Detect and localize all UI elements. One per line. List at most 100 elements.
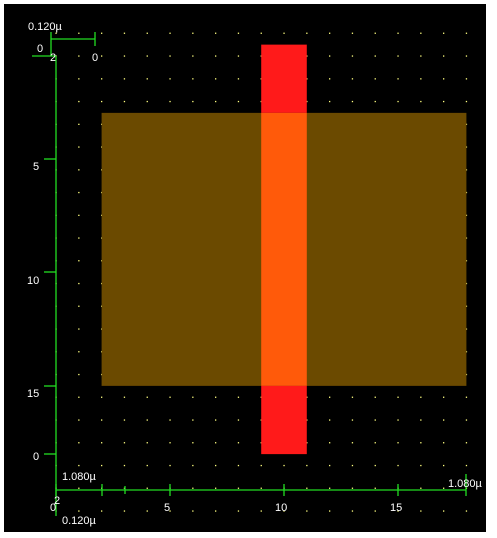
grid-dot	[146, 487, 148, 489]
grid-dot	[465, 260, 468, 262]
grid-dot	[397, 396, 399, 398]
grid-dot	[420, 487, 422, 489]
grid-dot	[374, 396, 376, 398]
grid-dot	[78, 464, 80, 467]
grid-dot	[101, 510, 103, 512]
grid-dot	[465, 305, 468, 307]
grid-dot	[420, 442, 422, 444]
grid-dot	[397, 100, 399, 103]
grid-dot	[329, 419, 331, 421]
grid-dot	[351, 55, 354, 57]
grid-dot	[374, 464, 376, 467]
grid-dot	[123, 100, 126, 103]
grid-dot	[215, 487, 217, 489]
grid-dot	[237, 78, 240, 80]
grid-dot	[329, 487, 331, 489]
grid-dot	[260, 510, 262, 512]
top-scale-label: 0.120µ	[28, 21, 63, 33]
grid-dot	[78, 487, 80, 489]
poly-diffusion-overlap[interactable]	[261, 112, 307, 386]
grid-dot	[465, 442, 468, 444]
grid-dot	[465, 351, 468, 353]
grid-dot	[237, 419, 240, 421]
grid-dot	[260, 464, 262, 467]
grid-dot	[465, 237, 468, 239]
grid-dot	[101, 419, 103, 421]
grid-dot	[169, 32, 171, 34]
grid-dot	[169, 396, 171, 398]
grid-dot	[123, 55, 126, 57]
grid-dot	[192, 487, 194, 489]
grid-dot	[420, 32, 422, 34]
right-scale-label: 1.080µ	[448, 478, 483, 490]
poly-rectangle-top[interactable]	[261, 44, 307, 113]
grid-dot	[215, 396, 217, 398]
grid-dot	[465, 282, 468, 285]
grid-dot	[78, 214, 80, 216]
grid-dot	[78, 78, 80, 80]
grid-dot	[215, 464, 217, 467]
grid-dot	[306, 100, 308, 103]
grid-dot	[420, 55, 422, 57]
grid-dot	[420, 419, 422, 421]
grid-dot	[420, 464, 422, 467]
layout-canvas[interactable]: 0.120µ 0 2 0 5 10 15 0 1.080µ 1.	[4, 4, 486, 532]
grid-dot	[215, 55, 217, 57]
layout-view[interactable]: 0.120µ 0 2 0 5 10 15 0 1.080µ 1.	[4, 4, 486, 532]
grid-dot	[306, 442, 308, 444]
grid-dot	[237, 32, 240, 34]
grid-dot	[55, 32, 57, 34]
grid-dot	[192, 419, 194, 421]
grid-dot	[329, 396, 331, 398]
grid-dot	[465, 100, 468, 103]
grid-dot	[78, 100, 80, 103]
grid-dot	[374, 78, 376, 80]
grid-dot	[123, 419, 126, 421]
left-tick-label-10: 10	[27, 275, 39, 287]
grid-dot	[146, 419, 148, 421]
grid-dot	[169, 78, 171, 80]
grid-dot	[465, 396, 468, 398]
grid-dot	[146, 396, 148, 398]
grid-dot	[192, 55, 194, 57]
grid-dot	[146, 78, 148, 80]
grid-dot	[260, 487, 262, 489]
bottom-origin-label: 0	[50, 502, 56, 514]
grid-dot	[351, 442, 354, 444]
grid-dot	[465, 328, 468, 330]
grid-dot	[78, 260, 80, 262]
grid-dot	[123, 464, 126, 467]
grid-dot	[465, 146, 468, 148]
grid-dot	[146, 510, 148, 512]
grid-dot	[78, 191, 80, 194]
left-tick-label-15: 15	[27, 388, 39, 400]
grid-dot	[237, 487, 240, 489]
poly-rectangle-bottom[interactable]	[261, 385, 307, 455]
grid-dot	[237, 442, 240, 444]
grid-dot	[465, 78, 468, 80]
grid-dot	[215, 442, 217, 444]
grid-dot	[192, 396, 194, 398]
grid-dot	[192, 100, 194, 103]
grid-dot	[351, 32, 354, 34]
grid-dot	[443, 100, 445, 103]
left-bottom-label: 0	[33, 451, 39, 463]
grid-dot	[465, 123, 468, 125]
bottom-tick-label-5: 5	[164, 502, 170, 514]
grid-dot	[465, 510, 468, 512]
grid-dot	[329, 510, 331, 512]
grid-dot	[443, 32, 445, 34]
grid-dot	[283, 510, 285, 512]
grid-dot	[169, 419, 171, 421]
grid-dot	[146, 100, 148, 103]
grid-dot	[192, 442, 194, 444]
grid-dot	[374, 32, 376, 34]
grid-dot	[78, 510, 80, 512]
grid-dot	[78, 169, 80, 171]
grid-dot	[420, 396, 422, 398]
grid-dot	[443, 396, 445, 398]
grid-dot	[101, 78, 103, 80]
grid-dot	[329, 100, 331, 103]
grid-dot	[397, 55, 399, 57]
